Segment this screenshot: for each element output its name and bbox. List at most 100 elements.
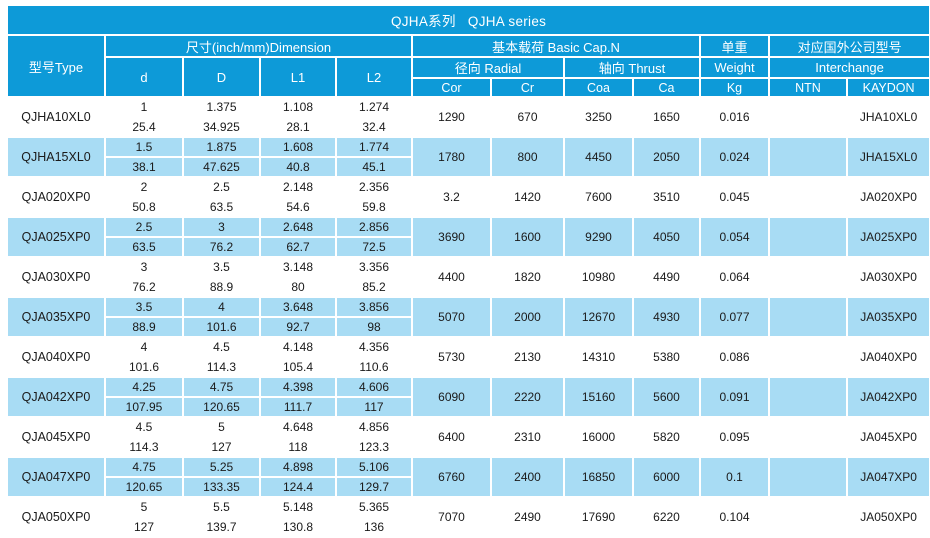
dim-d-cell: 1.5 38.1 [106,138,182,176]
kaydon-cell: JA035XP0 [848,298,930,336]
dim-D-mm: 114.3 [184,356,259,376]
model-cell: QJA035XP0 [8,298,104,336]
header-type: 型号Type [8,36,104,96]
weight-cell: 0.095 [701,418,768,456]
dim-D-cell: 4.5 114.3 [184,338,259,376]
weight-cell: 0.045 [701,178,768,216]
load-cor-cell: 7070 [413,498,490,536]
dim-L1-inch: 4.898 [282,460,314,474]
dim-L2-cell: 4.356 110.6 [337,338,411,376]
ntn-cell [770,498,846,536]
table-row: QJA045XP0 4.5 114.3 5 127 4.648 118 4.85… [8,418,930,456]
weight-cell: 0.1 [701,458,768,496]
dim-D-inch: 3.5 [213,260,230,274]
ntn-cell [770,178,846,216]
dim-L1-mm: 62.7 [261,236,335,256]
header-col-cr: Cr [492,79,563,96]
ntn-cell [770,458,846,496]
dim-d-cell: 4.25 107.95 [106,378,182,416]
model-cell: QJA030XP0 [8,258,104,296]
dim-L2-cell: 3.856 98 [337,298,411,336]
dim-L2-mm: 98 [337,316,411,336]
dim-d-inch: 2 [140,180,148,194]
header-col-coa: Coa [565,79,632,96]
header-basic-cap: 基本载荷 Basic Cap.N [413,36,699,56]
kaydon-cell: JA042XP0 [848,378,930,416]
kaydon-cell: JA040XP0 [848,338,930,376]
dim-D-inch: 1.375 [206,100,237,114]
dim-L1-cell: 3.648 92.7 [261,298,335,336]
header-col-D: D [184,58,259,96]
load-coa-cell: 10980 [565,258,632,296]
dim-L1-cell: 5.148 130.8 [261,498,335,536]
table-row: QJHA10XL0 1 25.4 1.375 34.925 1.108 28.1… [8,98,930,136]
dim-L1-cell: 4.648 118 [261,418,335,456]
load-coa-cell: 4450 [565,138,632,176]
dim-L1-cell: 3.148 80 [261,258,335,296]
dim-D-mm: 127 [184,436,259,456]
dim-L2-mm: 72.5 [337,236,411,256]
load-cr-cell: 2490 [492,498,563,536]
dim-L2-inch: 1.774 [358,140,390,154]
header-row-1: 型号Type 尺寸(inch/mm)Dimension 基本载荷 Basic C… [8,36,930,96]
table-row: QJHA15XL0 1.5 38.1 1.875 47.625 1.608 40… [8,138,930,176]
load-cr-cell: 2220 [492,378,563,416]
load-ca-cell: 5600 [634,378,699,416]
table-row: QJA035XP0 3.5 88.9 4 101.6 3.648 92.7 3.… [8,298,930,336]
load-cr-cell: 2130 [492,338,563,376]
load-cr-cell: 1420 [492,178,563,216]
dim-d-inch: 5 [140,500,148,514]
load-cor-cell: 4400 [413,258,490,296]
dim-d-inch: 4.5 [135,420,153,434]
ntn-cell [770,258,846,296]
model-cell: QJA020XP0 [8,178,104,216]
ntn-cell [770,98,846,136]
load-cor-cell: 5730 [413,338,490,376]
dim-D-inch: 5.25 [209,460,234,474]
dim-D-mm: 139.7 [184,516,259,536]
dim-d-cell: 5 127 [106,498,182,536]
dim-D-cell: 5.5 139.7 [184,498,259,536]
dim-L1-mm: 80 [261,276,335,296]
dim-L2-mm: 110.6 [337,356,411,376]
dim-D-inch: 5 [218,420,225,434]
dim-D-mm: 63.5 [184,196,259,216]
dim-L1-mm: 54.6 [261,196,335,216]
load-coa-cell: 12670 [565,298,632,336]
title-row: QJHA系列 QJHA series [8,6,930,34]
load-ca-cell: 4490 [634,258,699,296]
load-ca-cell: 6220 [634,498,699,536]
dim-d-mm: 25.4 [106,116,182,136]
dim-d-cell: 4.75 120.65 [106,458,182,496]
dim-L2-mm: 129.7 [337,476,411,496]
dim-D-cell: 2.5 63.5 [184,178,259,216]
dim-d-inch: 1 [140,100,148,114]
load-cor-cell: 3690 [413,218,490,256]
dim-D-cell: 4.75 120.65 [184,378,259,416]
ntn-cell [770,338,846,376]
dim-L1-inch: 2.148 [282,180,314,194]
header-radial: 径向 Radial [413,58,563,77]
dim-L2-cell: 4.856 123.3 [337,418,411,456]
dim-D-inch: 4.5 [213,340,230,354]
table-title: QJHA系列 QJHA series [8,6,930,34]
table-row: QJA047XP0 4.75 120.65 5.25 133.35 4.898 … [8,458,930,496]
dim-L1-inch: 1.108 [282,100,314,114]
table-header: QJHA系列 QJHA series 型号Type 尺寸(inch/mm)Dim… [8,6,930,96]
dim-D-cell: 3.5 88.9 [184,258,259,296]
load-ca-cell: 4050 [634,218,699,256]
ntn-cell [770,378,846,416]
load-cr-cell: 1600 [492,218,563,256]
dim-d-inch: 4 [140,340,148,354]
header-row-2: d D L1 L2 径向 Radial 轴向 Thrust Weight Int… [8,58,930,96]
weight-cell: 0.064 [701,258,768,296]
load-cor-cell: 3.2 [413,178,490,216]
load-cr-cell: 2400 [492,458,563,496]
table-row: QJA050XP0 5 127 5.5 139.7 5.148 130.8 5.… [8,498,930,536]
dim-L1-inch: 4.398 [282,380,314,394]
load-cor-cell: 1290 [413,98,490,136]
dim-d-cell: 2.5 63.5 [106,218,182,256]
header-dimension: 尺寸(inch/mm)Dimension [106,36,411,56]
dim-L1-cell: 2.648 62.7 [261,218,335,256]
dim-L1-cell: 4.898 124.4 [261,458,335,496]
